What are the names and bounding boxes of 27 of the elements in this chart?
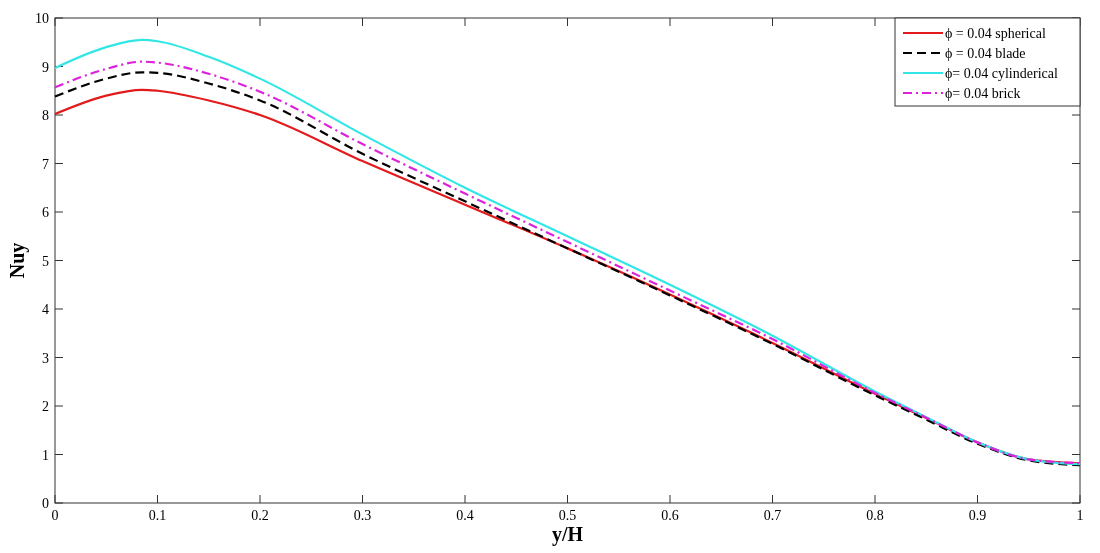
y-tick-label: 7 [42, 156, 49, 172]
y-tick-label: 2 [42, 399, 49, 414]
y-tick-label: 3 [42, 350, 49, 366]
y-axis-title: Nuy [6, 242, 29, 279]
x-tick-label: 0.6 [661, 508, 679, 523]
y-tick-label: 6 [42, 205, 49, 220]
x-tick-label: 0.9 [968, 508, 987, 523]
y-tick-label: 8 [42, 108, 49, 123]
x-tick-label: 0.1 [148, 508, 167, 523]
x-tick-label: 0.3 [353, 508, 372, 523]
x-tick-label: 0.2 [251, 508, 269, 523]
legend-label: ϕ = 0.04 spherical [945, 26, 1046, 41]
y-tick-label: 4 [42, 302, 49, 317]
x-tick-label: 0.7 [763, 508, 782, 523]
y-tick-label: 5 [42, 253, 49, 269]
legend-label: ϕ = 0.04 blade [945, 46, 1026, 61]
y-tick-label: 1 [42, 447, 49, 463]
legend-label: ϕ= 0.04 cylinderical [945, 66, 1058, 81]
y-tick-label: 0 [42, 496, 49, 511]
x-tick-label: 0.8 [866, 508, 884, 523]
x-axis-title: y/H [551, 523, 584, 546]
legend-label: ϕ= 0.04 brick [945, 86, 1021, 101]
x-tick-label: 1 [1076, 508, 1084, 523]
x-tick-label: 0.4 [456, 508, 474, 523]
x-tick-label: 0.5 [558, 508, 577, 523]
y-tick-label: 9 [42, 59, 49, 75]
y-tick-label: 10 [35, 11, 49, 26]
